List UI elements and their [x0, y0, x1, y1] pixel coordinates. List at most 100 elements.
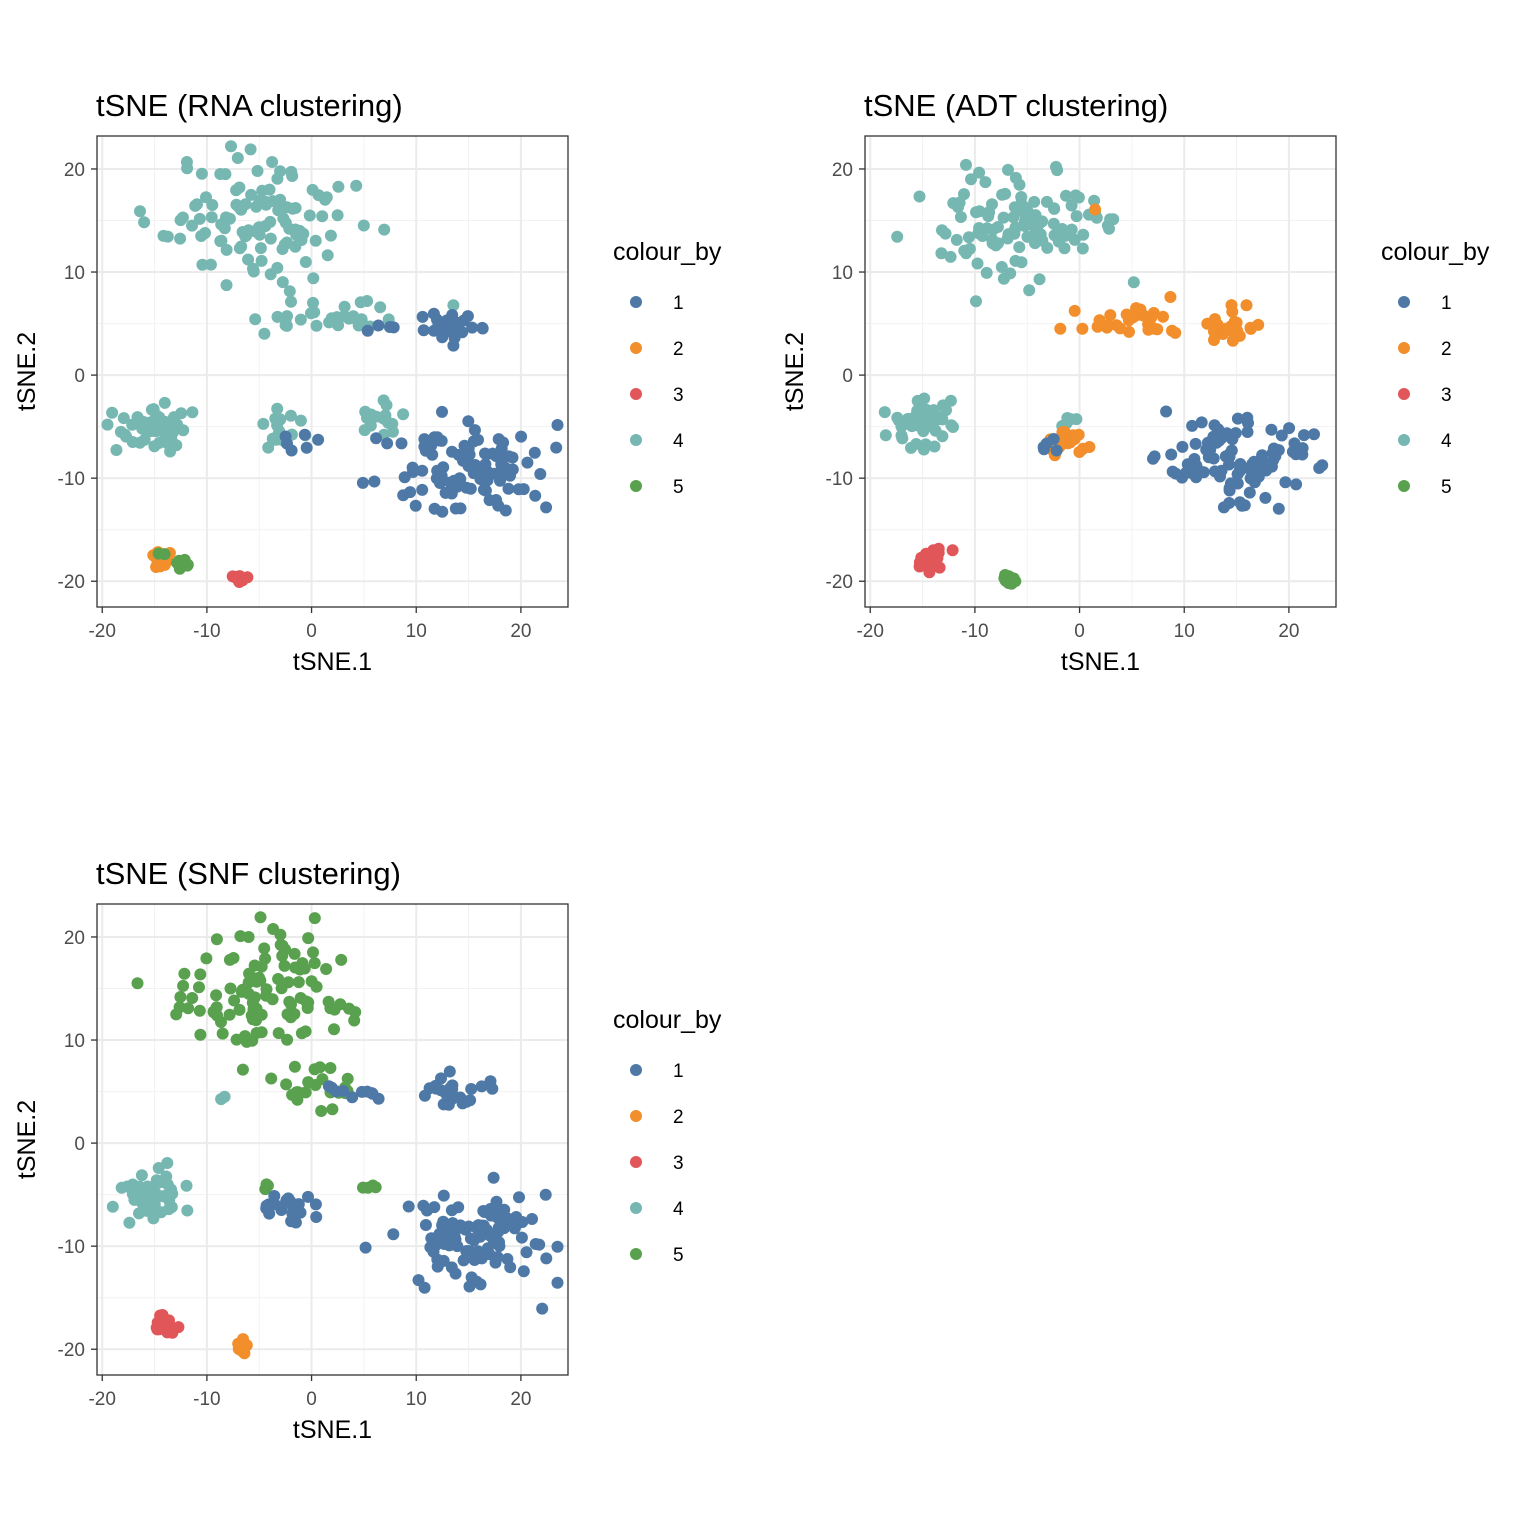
data-point-group-4 [995, 261, 1008, 273]
x-tick-label: -20 [856, 621, 883, 642]
data-point-group-4 [299, 256, 312, 268]
data-point-group-5 [313, 1061, 326, 1074]
data-point-group-1 [1272, 502, 1285, 515]
data-point-group-4 [145, 403, 158, 416]
data-point-group-1 [1223, 497, 1236, 509]
data-point-group-4 [915, 404, 928, 417]
x-tick-label: -10 [193, 1389, 220, 1410]
data-point-group-4 [1018, 220, 1031, 232]
data-point-group-4 [1007, 211, 1020, 224]
data-point-group-1 [534, 468, 547, 480]
data-point-group-1 [476, 321, 489, 334]
data-point-group-4 [891, 230, 904, 243]
data-point-group-4 [306, 183, 319, 196]
data-point-group-4 [117, 412, 130, 425]
data-point-group-4 [220, 243, 233, 256]
data-point-group-4 [447, 299, 460, 312]
data-point-group-4 [159, 415, 172, 428]
data-point-group-1 [282, 1192, 295, 1205]
data-point-group-5 [266, 993, 279, 1006]
data-point-group-3 [925, 555, 938, 568]
data-point-group-4 [233, 201, 246, 214]
data-point-group-5 [300, 995, 313, 1008]
x-tick-label: 20 [1278, 621, 1299, 642]
data-point-group-1 [370, 432, 383, 445]
data-point-group-4 [233, 242, 246, 255]
legend-key-1 [1398, 296, 1410, 308]
plot-border [96, 903, 569, 1376]
data-point-group-5 [292, 1086, 304, 1099]
data-point-group-2 [152, 558, 165, 571]
y-tick-label: 10 [64, 263, 85, 284]
data-point-group-4 [307, 272, 320, 285]
data-point-group-3 [166, 1326, 179, 1339]
data-point-group-4 [1013, 241, 1026, 254]
data-point-group-4 [331, 209, 344, 222]
data-point-group-5 [173, 1001, 186, 1014]
data-point-group-4 [259, 220, 272, 233]
data-point-group-1 [520, 1246, 533, 1259]
data-point-group-4 [292, 231, 305, 244]
data-point-group-5 [334, 998, 347, 1011]
data-point-group-1 [1147, 452, 1159, 465]
data-point-group-1 [359, 1241, 372, 1254]
legend-label-5: 5 [673, 477, 684, 498]
data-point-group-1 [551, 1276, 564, 1289]
data-point-group-5 [247, 972, 260, 985]
data-point-group-5 [281, 1033, 294, 1046]
data-point-group-4 [1047, 217, 1060, 230]
data-point-group-1 [1191, 462, 1204, 475]
data-point-group-1 [1176, 440, 1189, 453]
data-point-group-4 [157, 229, 170, 242]
data-point-group-4 [205, 211, 218, 224]
data-point-group-1 [402, 1200, 415, 1213]
data-point-group-1 [1040, 437, 1053, 450]
data-point-group-4 [253, 194, 266, 207]
data-point-group-1 [368, 475, 381, 488]
data-point-group-4 [1028, 195, 1041, 208]
data-point-group-4 [191, 198, 203, 211]
x-axis-title: tSNE.1 [1061, 648, 1140, 676]
data-point-group-4 [1048, 202, 1060, 215]
legend-label-4: 4 [673, 1199, 684, 1220]
data-point-group-3 [923, 566, 936, 579]
data-point-group-1 [445, 1261, 458, 1274]
data-point-group-5 [224, 982, 237, 995]
data-point-group-1 [1160, 405, 1173, 418]
data-point-group-4 [350, 179, 363, 192]
data-point-group-4 [218, 222, 231, 235]
data-point-group-5 [246, 996, 259, 1009]
data-point-group-2 [1164, 291, 1177, 303]
data-point-group-1 [492, 433, 505, 446]
legend-key-4 [630, 434, 642, 446]
data-point-group-4 [106, 1200, 119, 1213]
data-point-group-1 [1243, 486, 1256, 499]
data-point-group-4 [352, 319, 365, 332]
data-point-group-1 [355, 1085, 368, 1098]
data-point-group-1 [472, 433, 484, 446]
y-tick-label: 20 [64, 160, 85, 181]
data-point-group-2 [1211, 318, 1224, 331]
data-point-group-5 [227, 952, 240, 964]
data-point-group-4 [138, 216, 151, 229]
data-point-group-1 [430, 1239, 442, 1251]
data-point-group-5 [152, 547, 165, 560]
data-point-group-4 [1052, 235, 1065, 248]
y-tick-label: 20 [832, 160, 853, 181]
x-tick-label: -10 [193, 621, 220, 642]
panel-2: -20 -10 0 10 20 -20 -10 0 10 20 tSNE (ADT clusteri… [781, 88, 1490, 676]
data-point-group-4 [973, 166, 986, 179]
data-point-group-5 [131, 977, 144, 990]
data-point-group-2 [1252, 318, 1265, 331]
data-point-group-1 [443, 1065, 456, 1078]
data-point-group-1 [479, 447, 491, 460]
data-point-group-1 [472, 1219, 485, 1232]
data-point-group-1 [431, 1260, 444, 1273]
data-point-group-4 [283, 285, 296, 298]
data-point-group-4 [879, 429, 892, 442]
data-point-group-4 [913, 190, 926, 203]
data-point-group-1 [1279, 476, 1292, 489]
data-point-group-5 [278, 959, 291, 972]
data-point-group-1 [432, 434, 445, 447]
legend-label-3: 3 [673, 385, 684, 406]
